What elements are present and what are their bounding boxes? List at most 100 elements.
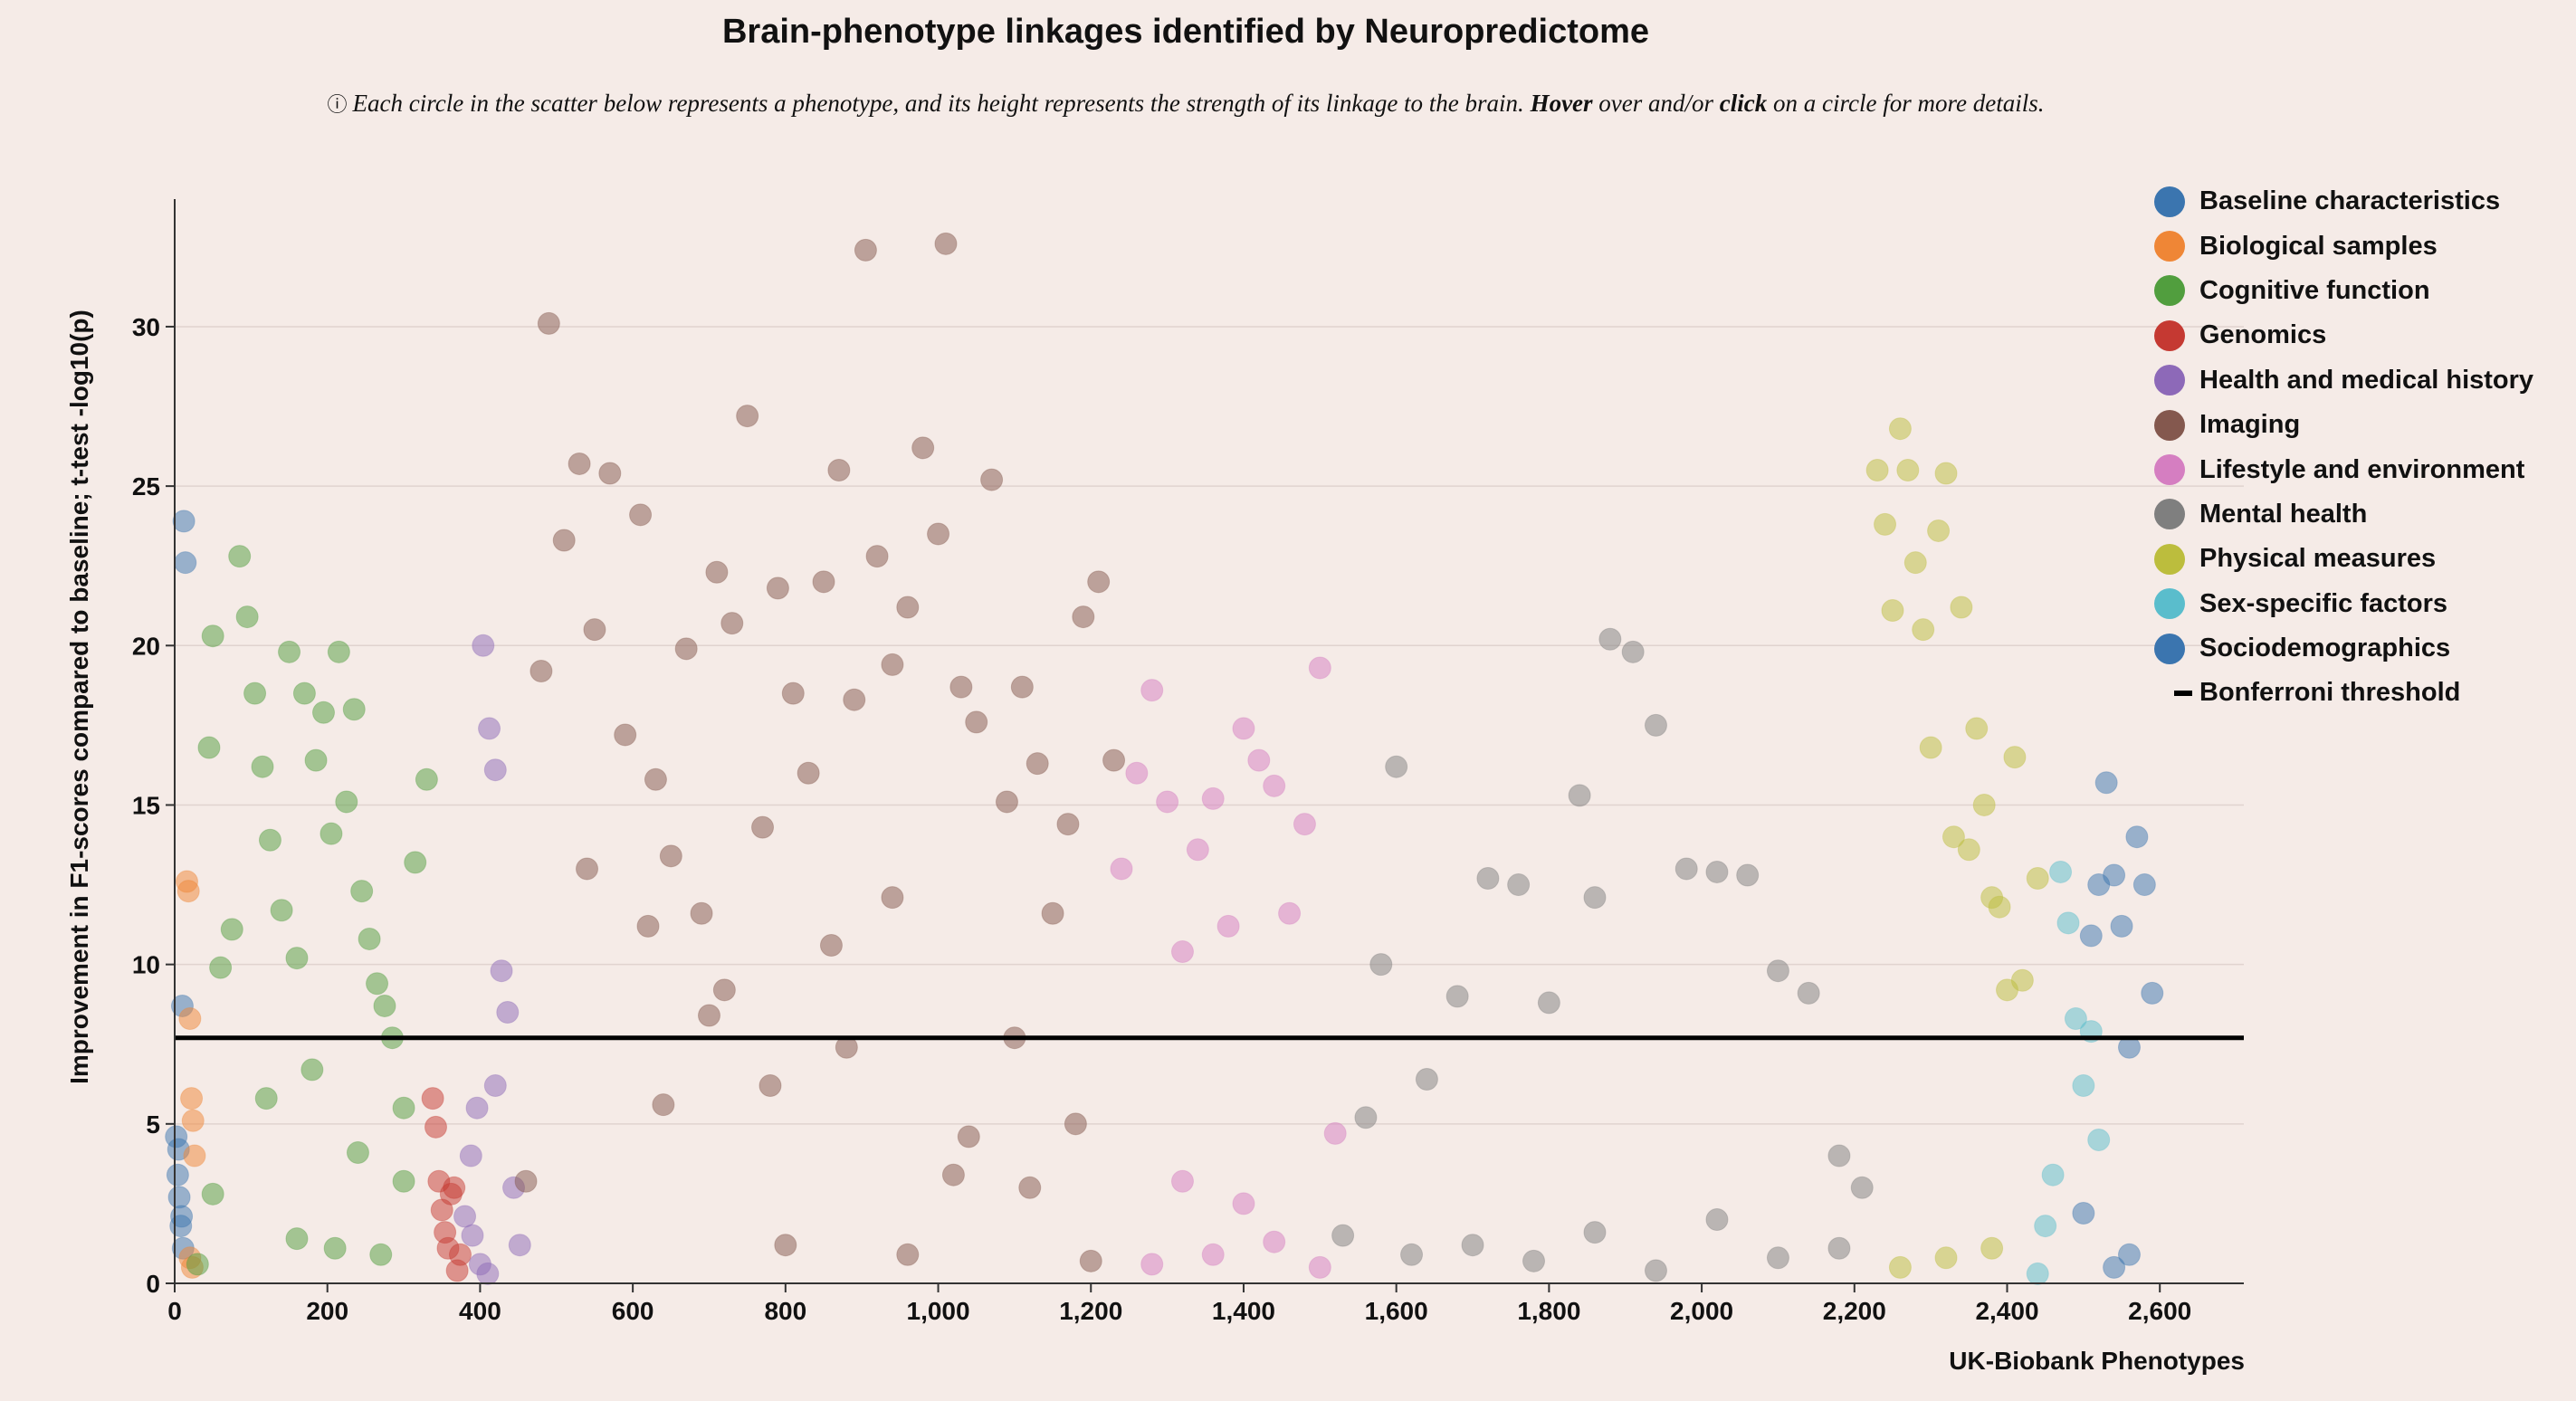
data-point[interactable] [644, 767, 667, 791]
data-point[interactable] [1881, 599, 1904, 623]
data-point[interactable] [1278, 901, 1302, 925]
data-point[interactable] [183, 1144, 206, 1168]
data-point[interactable] [1186, 838, 1209, 862]
legend-item[interactable]: Baseline characteristics [2154, 179, 2533, 224]
data-point[interactable] [424, 1115, 447, 1139]
data-point[interactable] [568, 452, 591, 475]
data-point[interactable] [285, 1227, 309, 1251]
data-point[interactable] [1461, 1234, 1484, 1257]
data-point[interactable] [174, 551, 197, 575]
data-point[interactable] [1263, 1230, 1286, 1253]
data-point[interactable] [1874, 512, 1897, 536]
data-point[interactable] [311, 700, 335, 724]
data-point[interactable] [1965, 717, 1989, 740]
data-point[interactable] [1942, 825, 1965, 849]
data-point[interactable] [1385, 755, 1408, 778]
data-point[interactable] [373, 994, 396, 1017]
data-point[interactable] [2049, 860, 2073, 883]
data-point[interactable] [392, 1169, 415, 1193]
data-point[interactable] [186, 1253, 209, 1276]
data-point[interactable] [1621, 640, 1645, 663]
data-point[interactable] [335, 790, 358, 814]
data-point[interactable] [2003, 746, 2027, 769]
data-point[interactable] [1583, 886, 1607, 910]
data-point[interactable] [323, 1236, 347, 1260]
data-point[interactable] [1156, 790, 1179, 814]
data-point[interactable] [2041, 1163, 2065, 1187]
data-point[interactable] [350, 880, 374, 903]
data-point[interactable] [1598, 627, 1622, 651]
data-point[interactable] [629, 503, 653, 527]
data-point[interactable] [235, 605, 259, 629]
data-point[interactable] [1919, 736, 1942, 759]
data-point[interactable] [2072, 1201, 2095, 1225]
data-point[interactable] [404, 851, 427, 874]
data-point[interactable] [2079, 924, 2103, 948]
data-point[interactable] [854, 238, 877, 262]
data-point[interactable] [774, 1234, 797, 1257]
data-point[interactable] [2026, 867, 2049, 891]
data-point[interactable] [483, 1074, 507, 1098]
data-point[interactable] [934, 232, 958, 255]
data-point[interactable] [1308, 1255, 1331, 1279]
data-point[interactable] [674, 637, 698, 661]
legend-item[interactable]: Sociodemographics [2154, 626, 2533, 671]
data-point[interactable] [2117, 1243, 2141, 1266]
data-point[interactable] [342, 698, 366, 721]
data-point[interactable] [1445, 985, 1469, 1008]
data-point[interactable] [1957, 838, 1980, 862]
data-point[interactable] [758, 1074, 782, 1098]
data-point[interactable] [1056, 813, 1080, 836]
data-point[interactable] [1201, 786, 1225, 810]
data-point[interactable] [1972, 793, 1996, 816]
data-point[interactable] [228, 545, 252, 568]
data-point[interactable] [1827, 1144, 1851, 1168]
data-point[interactable] [720, 612, 744, 635]
data-point[interactable] [957, 1125, 980, 1148]
data-point[interactable] [369, 1243, 393, 1266]
data-point[interactable] [2034, 1215, 2057, 1238]
data-point[interactable] [1293, 813, 1316, 836]
data-point[interactable] [2103, 1255, 2126, 1279]
data-point[interactable] [251, 755, 274, 778]
data-point[interactable] [2110, 914, 2133, 938]
data-point[interactable] [1888, 1255, 1912, 1279]
data-point[interactable] [1263, 774, 1286, 797]
data-point[interactable] [166, 1163, 189, 1187]
data-point[interactable] [1354, 1106, 1378, 1129]
data-point[interactable] [1400, 1243, 1424, 1266]
data-point[interactable] [278, 640, 301, 663]
data-point[interactable] [2141, 981, 2164, 1005]
data-point[interactable] [697, 1004, 720, 1027]
legend-item[interactable]: Genomics [2154, 313, 2533, 357]
data-point[interactable] [736, 405, 759, 428]
data-point[interactable] [1140, 1253, 1164, 1276]
data-point[interactable] [576, 857, 599, 881]
data-point[interactable] [1903, 551, 1927, 575]
data-point[interactable] [1072, 605, 1095, 629]
data-point[interactable] [392, 1096, 415, 1120]
data-point[interactable] [1125, 761, 1149, 785]
data-point[interactable] [327, 640, 350, 663]
legend-item[interactable]: Biological samples [2154, 224, 2533, 268]
data-point[interactable] [1102, 748, 1126, 772]
data-point[interactable] [201, 1182, 224, 1206]
data-point[interactable] [1568, 784, 1591, 807]
data-point[interactable] [766, 577, 789, 600]
data-point[interactable] [2056, 911, 2080, 935]
data-point[interactable] [490, 959, 513, 983]
data-point[interactable] [1331, 1224, 1355, 1247]
data-point[interactable] [1674, 857, 1698, 881]
data-point[interactable] [2094, 771, 2118, 795]
data-point[interactable] [346, 1141, 369, 1165]
data-point[interactable] [1537, 991, 1560, 1015]
data-point[interactable] [911, 436, 935, 460]
data-point[interactable] [461, 1224, 484, 1247]
data-point[interactable] [167, 1186, 191, 1209]
data-point[interactable] [443, 1176, 466, 1199]
data-point[interactable] [751, 815, 775, 839]
data-point[interactable] [1522, 1249, 1546, 1272]
data-point[interactable] [1950, 596, 1973, 619]
data-point[interactable] [478, 717, 501, 740]
data-point[interactable] [1980, 1236, 2004, 1260]
